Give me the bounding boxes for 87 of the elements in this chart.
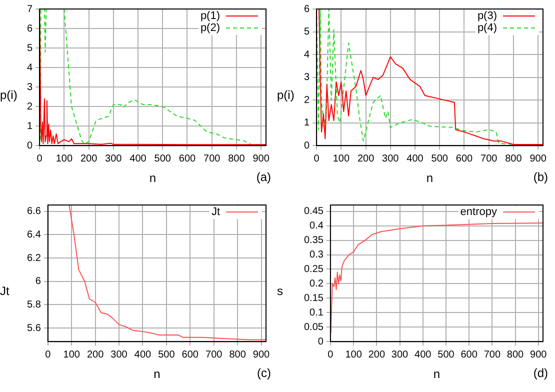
x-tick-label: 300 bbox=[110, 349, 128, 360]
y-tick-label: 0 bbox=[27, 140, 33, 152]
y-axis-title: p(i) bbox=[0, 88, 18, 102]
y-tick-label: 2 bbox=[27, 101, 33, 112]
x-tick-label: 500 bbox=[438, 349, 455, 360]
x-tick-label: 800 bbox=[228, 153, 246, 164]
y-axis-title: p(i) bbox=[277, 88, 296, 102]
x-tick-label: 200 bbox=[86, 349, 104, 360]
x-tick-label: 900 bbox=[252, 153, 270, 164]
x-tick-label: 800 bbox=[505, 153, 522, 164]
y-tick-label: 0.45 bbox=[304, 206, 324, 218]
x-tick-label: 200 bbox=[357, 153, 375, 164]
x-tick-label: 0 bbox=[328, 349, 334, 360]
y-tick-label: 6 bbox=[304, 4, 310, 15]
y-tick-label: 3 bbox=[27, 82, 33, 93]
x-tick-label: 700 bbox=[480, 153, 498, 164]
x-tick-label: 900 bbox=[530, 153, 547, 164]
x-tick-label: 100 bbox=[63, 349, 80, 360]
x-tick-label: 0 bbox=[45, 349, 52, 360]
x-tick-label: 800 bbox=[229, 349, 246, 360]
y-tick-label: 0.3 bbox=[310, 250, 324, 261]
y-tick-label: 5 bbox=[27, 42, 33, 54]
x-tick-label: 400 bbox=[406, 153, 424, 164]
x-tick-label: 100 bbox=[56, 153, 73, 164]
x-axis-title: n bbox=[154, 367, 160, 382]
x-tick-label: 200 bbox=[80, 153, 98, 164]
legend-label: p(3) bbox=[477, 10, 497, 22]
y-axis-title: s bbox=[277, 284, 284, 298]
y-tick-label: 4 bbox=[304, 49, 310, 60]
y-tick-label: 5.6 bbox=[26, 322, 42, 334]
y-tick-label: 7 bbox=[27, 4, 33, 15]
text: (c) bbox=[257, 366, 271, 380]
x-tick-label: 600 bbox=[456, 153, 474, 164]
x-tick-label: 700 bbox=[484, 349, 501, 360]
x-tick-label: 800 bbox=[506, 349, 524, 360]
y-tick-label: 6.2 bbox=[26, 252, 42, 264]
x-tick-label: 500 bbox=[154, 153, 172, 164]
y-axis-title: Jt bbox=[0, 284, 10, 298]
y-tick-label: 0.4 bbox=[310, 220, 324, 232]
y-tick-label: 1 bbox=[304, 118, 310, 129]
legend-label: p(4) bbox=[477, 22, 497, 34]
x-tick-label: 300 bbox=[105, 153, 122, 164]
y-tick-label: 0.05 bbox=[304, 322, 324, 333]
y-tick-label: 0.1 bbox=[310, 307, 324, 318]
x-axis-title: n bbox=[426, 171, 434, 186]
x-tick-label: 300 bbox=[382, 153, 400, 164]
x-tick-label: 600 bbox=[178, 153, 196, 164]
y-tick-label: 6 bbox=[35, 276, 42, 288]
x-tick-label: 900 bbox=[530, 349, 548, 360]
y-tick-label: 1 bbox=[27, 120, 33, 132]
x-tick-label: 100 bbox=[332, 153, 350, 164]
x-tick-label: 400 bbox=[134, 349, 152, 360]
y-tick-label: 0.15 bbox=[304, 292, 324, 304]
x-tick-label: 700 bbox=[206, 349, 223, 360]
text: (d) bbox=[533, 366, 548, 380]
legend-label: p(2) bbox=[200, 22, 220, 34]
x-tick-label: 400 bbox=[130, 153, 147, 164]
y-tick-label: 5 bbox=[304, 26, 310, 38]
y-tick-label: 0 bbox=[318, 336, 324, 348]
x-tick-label: 100 bbox=[345, 349, 362, 360]
x-tick-label: 900 bbox=[252, 349, 270, 360]
y-tick-label: 0 bbox=[304, 140, 310, 152]
text: (a) bbox=[256, 170, 271, 184]
x-tick-label: 300 bbox=[391, 349, 409, 360]
y-tick-label: 6.4 bbox=[26, 229, 42, 240]
legend-label: entropy bbox=[460, 206, 498, 218]
y-tick-label: 3 bbox=[304, 72, 310, 84]
y-tick-label: 0.25 bbox=[304, 264, 324, 275]
x-tick-label: 700 bbox=[204, 153, 221, 164]
text: (b) bbox=[533, 170, 548, 184]
x-axis-title: n bbox=[433, 367, 440, 382]
y-tick-label: 4 bbox=[27, 62, 33, 74]
x-tick-label: 600 bbox=[182, 349, 199, 360]
y-tick-label: 6 bbox=[27, 23, 33, 34]
legend-label: Jt bbox=[211, 206, 220, 218]
x-tick-label: 500 bbox=[158, 349, 176, 360]
y-tick-label: 6.6 bbox=[26, 206, 42, 218]
y-tick-label: 0.2 bbox=[310, 278, 324, 290]
y-tick-label: 0.35 bbox=[304, 235, 324, 246]
x-tick-label: 500 bbox=[431, 153, 448, 164]
legend-label: p(1) bbox=[200, 10, 220, 22]
x-axis-title: n bbox=[149, 171, 156, 186]
y-tick-label: 2 bbox=[304, 94, 310, 106]
x-tick-label: 600 bbox=[460, 349, 478, 360]
x-tick-label: 400 bbox=[414, 349, 432, 360]
y-tick-label: 5.8 bbox=[26, 299, 42, 310]
x-tick-label: 200 bbox=[368, 349, 386, 360]
